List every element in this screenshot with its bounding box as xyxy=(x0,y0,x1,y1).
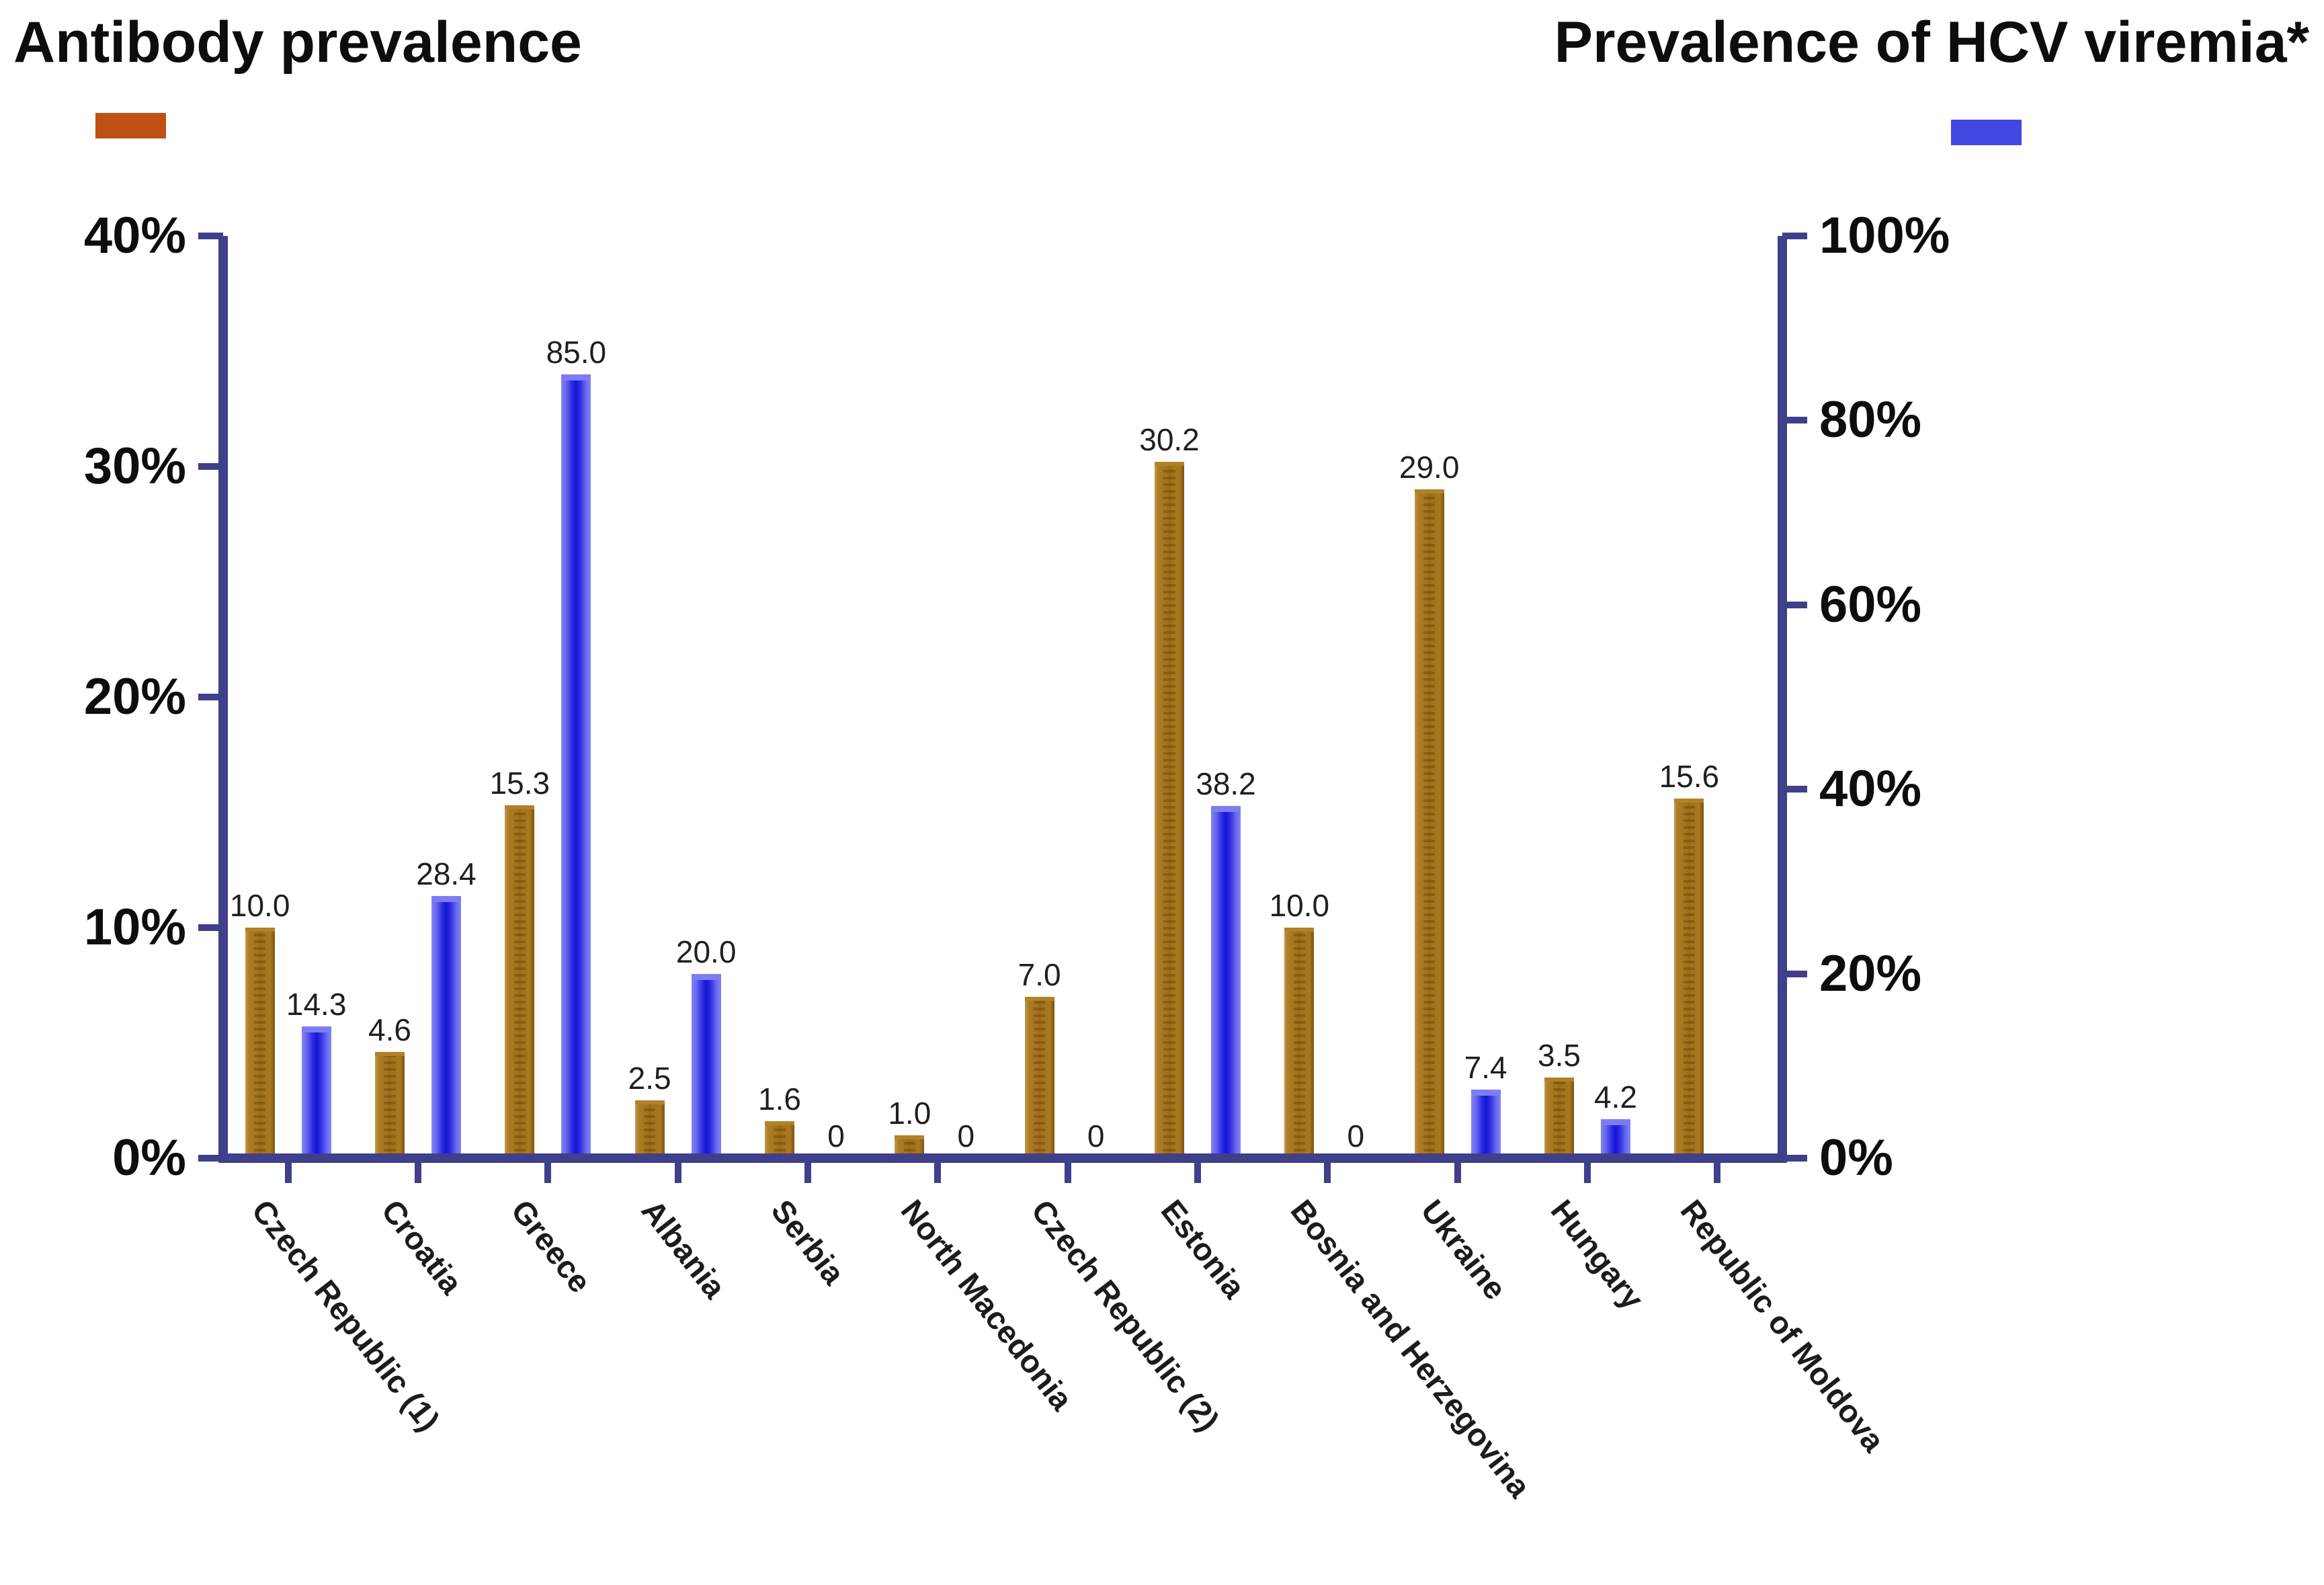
bar-value-label: 10.0 xyxy=(1269,888,1330,923)
bar-antibody-prevalence xyxy=(1544,1077,1574,1159)
bar-antibody-prevalence xyxy=(634,1100,665,1158)
x-axis-tick xyxy=(544,1163,552,1183)
y-axis-left-tick-label: 30% xyxy=(83,438,186,495)
y-axis-right xyxy=(1778,236,1787,1163)
bar-value-label: 14.3 xyxy=(286,986,347,1022)
x-axis-category-label: Serbia xyxy=(764,1192,852,1291)
x-axis-category-label: Hungary xyxy=(1544,1192,1651,1316)
x-axis-tick xyxy=(284,1163,292,1183)
y-axis-right-tick-label: 100% xyxy=(1819,207,1950,264)
y-axis-left-tick xyxy=(198,924,223,931)
y-axis-right-tick xyxy=(1782,1155,1807,1162)
y-axis-right-tick xyxy=(1782,601,1807,608)
bar-value-label: 28.4 xyxy=(416,856,476,892)
x-axis-category-label: Ukraine xyxy=(1414,1192,1514,1307)
bar-value-label: 3.5 xyxy=(1538,1037,1581,1073)
bar-value-label: 1.0 xyxy=(888,1095,931,1131)
x-axis-category-label: Estonia xyxy=(1154,1192,1253,1305)
x-axis-tick xyxy=(1454,1163,1461,1183)
y-axis-right-tick-label: 60% xyxy=(1819,575,1922,633)
legend-right-swatch-viremia xyxy=(1951,120,2022,145)
bar-hcv-viremia xyxy=(691,973,721,1158)
bar-antibody-prevalence xyxy=(1674,798,1704,1159)
y-axis-right-tick-label: 40% xyxy=(1819,760,1922,818)
bar-value-label: 1.6 xyxy=(758,1082,801,1117)
bar-value-label: 15.3 xyxy=(489,766,550,801)
bar-value-label: 0 xyxy=(1087,1119,1105,1153)
x-axis-category-label: Bosnia and Herzegovina xyxy=(1284,1192,1538,1504)
bar-antibody-prevalence xyxy=(1155,462,1184,1158)
bar-hcv-viremia xyxy=(1601,1119,1630,1158)
y-axis-left-tick-label: 10% xyxy=(83,899,186,956)
x-axis-tick xyxy=(934,1163,942,1183)
bar-antibody-prevalence xyxy=(245,928,275,1158)
bar-antibody-prevalence xyxy=(505,805,535,1158)
y-axis-right-tick-label: 20% xyxy=(1819,944,1922,1002)
y-axis-left-tick-label: 20% xyxy=(83,668,186,725)
bar-value-label: 4.2 xyxy=(1594,1080,1637,1115)
x-axis-category-label: Greece xyxy=(504,1192,599,1299)
bar-antibody-prevalence xyxy=(1284,928,1315,1158)
x-axis-tick xyxy=(674,1163,681,1183)
bar-value-label: 4.6 xyxy=(368,1012,411,1048)
y-axis-right-tick-label: 0% xyxy=(1819,1129,1893,1186)
x-axis-tick xyxy=(1064,1163,1071,1183)
bar-value-label: 0 xyxy=(957,1119,975,1153)
bar-value-label: 85.0 xyxy=(546,334,607,370)
y-axis-right-tick xyxy=(1782,970,1807,977)
bar-hcv-viremia xyxy=(1470,1090,1501,1158)
legend-left-swatch-antibody xyxy=(95,113,166,138)
bar-value-label: 20.0 xyxy=(675,934,737,969)
x-axis-tick xyxy=(1324,1163,1331,1183)
legend-right-title: Prevalence of HCV viremia* xyxy=(1554,10,2309,75)
bar-value-label: 7.4 xyxy=(1464,1050,1507,1086)
bar-value-label: 0 xyxy=(827,1119,845,1153)
bar-antibody-prevalence xyxy=(765,1121,794,1158)
bar-antibody-prevalence xyxy=(375,1052,405,1158)
y-axis-right-tick-label: 80% xyxy=(1819,391,1922,449)
y-axis-left-tick xyxy=(198,463,223,470)
bar-value-label: 7.0 xyxy=(1018,957,1061,992)
bar-value-label: 38.2 xyxy=(1196,766,1256,801)
bar-value-label: 15.6 xyxy=(1659,758,1720,794)
x-axis-tick xyxy=(415,1163,421,1183)
x-axis-category-label: Republic of Moldova xyxy=(1673,1192,1893,1459)
y-axis-left-tick-label: 40% xyxy=(83,207,186,264)
bar-hcv-viremia xyxy=(431,896,461,1158)
bar-antibody-prevalence xyxy=(1024,996,1054,1159)
y-axis-left-tick-label: 0% xyxy=(112,1129,186,1186)
y-axis-right-tick xyxy=(1782,786,1807,793)
y-axis-right-tick xyxy=(1782,417,1807,424)
x-axis-tick xyxy=(1714,1163,1721,1183)
bar-value-label: 2.5 xyxy=(628,1061,671,1096)
bar-hcv-viremia xyxy=(561,374,591,1158)
bar-antibody-prevalence xyxy=(1414,489,1444,1158)
bar-value-label: 30.2 xyxy=(1139,422,1200,458)
x-axis-category-label: Albania xyxy=(634,1192,733,1305)
y-axis-right-tick xyxy=(1782,233,1807,239)
y-axis-left-tick xyxy=(198,694,223,700)
legend-left-title: Antibody prevalence xyxy=(13,10,582,75)
bar-value-label: 0 xyxy=(1347,1119,1365,1153)
x-axis-tick xyxy=(1194,1163,1201,1183)
x-axis-tick xyxy=(804,1163,811,1183)
x-axis-category-label: Croatia xyxy=(374,1192,470,1301)
x-axis-baseline xyxy=(218,1153,1787,1163)
bar-value-label: 10.0 xyxy=(229,888,290,923)
bar-value-label: 29.0 xyxy=(1399,450,1460,485)
y-axis-left-tick xyxy=(198,233,223,239)
y-axis-left-tick xyxy=(198,1155,223,1162)
bar-hcv-viremia xyxy=(1211,805,1241,1158)
x-axis-tick xyxy=(1584,1163,1591,1183)
bar-hcv-viremia xyxy=(301,1026,331,1158)
